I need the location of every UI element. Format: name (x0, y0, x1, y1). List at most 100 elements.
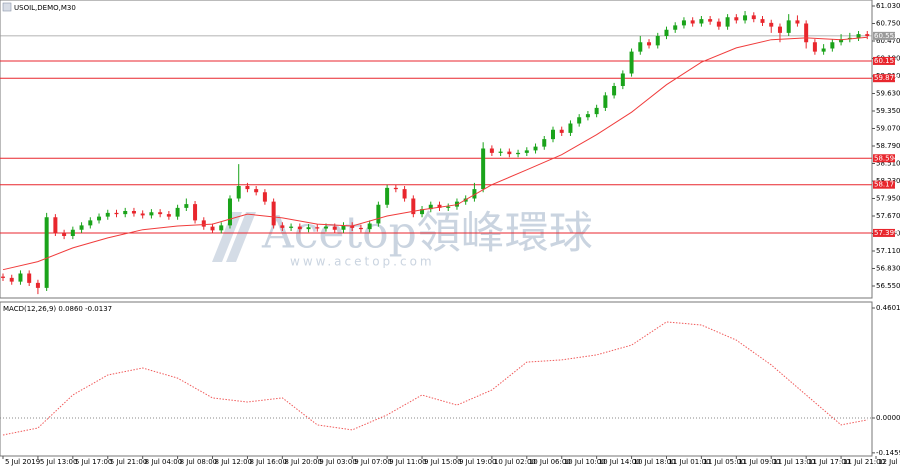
candle-body (271, 201, 276, 226)
candle-body (332, 226, 337, 230)
y-tick-label: 60.470 (876, 37, 900, 45)
candle-body (812, 42, 817, 52)
macd-panel (0, 301, 873, 457)
chart-title: USOIL,DEMO,M30 (14, 4, 76, 12)
candle-body (437, 204, 442, 208)
candle-body (70, 229, 75, 236)
candle-body (140, 213, 145, 216)
candle-body (638, 42, 643, 52)
x-tick-label: 12 Jul 04:00 (878, 458, 900, 466)
candle-body (18, 273, 23, 282)
y-tick-label: 57.670 (876, 212, 900, 220)
candle-body (105, 212, 110, 217)
candle-body (35, 282, 40, 288)
y-tick-label: 57.950 (876, 195, 900, 203)
x-tick-label: 8 Jul 08:00 (180, 458, 218, 466)
candle-body (681, 20, 686, 26)
candle-body (131, 211, 136, 214)
y-tick-label: 56.550 (876, 282, 900, 290)
candle-body (446, 206, 451, 208)
candle-body (664, 29, 669, 36)
candle-body (53, 217, 58, 233)
current-price-label: 60.552 (874, 32, 899, 40)
candle-body (184, 204, 189, 208)
watermark-logo (212, 212, 256, 262)
candle-body (166, 214, 171, 217)
candle-body (193, 204, 198, 221)
y-tick-label: 57.110 (876, 247, 900, 255)
candle-body (350, 225, 355, 228)
price-panel (0, 0, 873, 299)
candle-body (559, 129, 564, 133)
candle-body (830, 42, 835, 49)
candle-body (481, 148, 486, 190)
candle-body (1, 276, 5, 278)
candle-body (524, 150, 529, 153)
candle-body (673, 25, 678, 30)
level-label: 57.399 (874, 229, 899, 237)
candle-body (297, 226, 302, 230)
candle-body (88, 220, 93, 226)
candle-body (594, 107, 599, 115)
candle-body (629, 51, 634, 74)
candle-body (786, 20, 791, 33)
candle-body (489, 148, 494, 153)
candle-body (542, 139, 547, 147)
x-tick-label: 11 Jul 21:00 (843, 458, 885, 466)
x-tick-label: 5 Jul 13:00 (40, 458, 78, 466)
candle-body (262, 192, 267, 202)
candle-body (123, 211, 128, 215)
x-tick-label: 8 Jul 04:00 (145, 458, 183, 466)
x-tick-label: 10 Jul 10:00 (564, 458, 606, 466)
candle-body (420, 209, 425, 215)
x-tick-label: 9 Jul 11:00 (389, 458, 427, 466)
candle-body (158, 212, 163, 215)
level-label: 59.875 (874, 74, 899, 82)
candle-body (27, 273, 32, 283)
candle-body (341, 225, 346, 230)
x-tick-label: 9 Jul 15:00 (424, 458, 462, 466)
current-price-bg (873, 31, 895, 40)
candle-body (716, 21, 721, 27)
candle-body (428, 204, 433, 210)
candle-body (245, 186, 250, 190)
macd-y-tick-label: 0.0000 (876, 414, 900, 422)
y-tick-label: 58.510 (876, 160, 900, 168)
level-label-bg (873, 180, 895, 189)
candle-body (9, 277, 14, 282)
candle-body (769, 22, 774, 27)
y-tick-label: 58.790 (876, 142, 900, 150)
level-label: 58.171 (874, 181, 899, 189)
x-tick-label: 10 Jul 02:00 (494, 458, 536, 466)
candle-body (751, 15, 756, 20)
y-tick-label: 59.630 (876, 90, 900, 98)
candle-body (777, 26, 782, 33)
candle-body (210, 226, 215, 231)
candle-body (655, 36, 660, 46)
macd-y-tick-label: 0.4601 (876, 304, 900, 312)
candle-body (734, 17, 739, 21)
candle-body (821, 48, 826, 52)
candle-body (856, 34, 861, 38)
candle-body (219, 225, 224, 231)
x-tick-label: 5 Jul 17:00 (75, 458, 113, 466)
candle-body (795, 20, 800, 24)
candle-body (550, 129, 555, 140)
x-tick-label: 9 Jul 19:00 (459, 458, 497, 466)
macd-line (2, 321, 868, 436)
candle-body (254, 189, 259, 193)
candle-body (385, 187, 390, 205)
x-tick-label: 11 Jul 05:00 (703, 458, 745, 466)
level-label-bg (873, 56, 895, 65)
y-tick-label: 60.750 (876, 20, 900, 28)
candle-body (114, 212, 119, 215)
candle-body (839, 39, 844, 43)
candle-body (201, 220, 206, 227)
macd-y-tick-label: -0.1459 (876, 449, 900, 457)
candle-body (175, 207, 180, 217)
candle-body (533, 146, 538, 151)
symbol-icon (2, 2, 12, 12)
candle-body (620, 73, 625, 86)
